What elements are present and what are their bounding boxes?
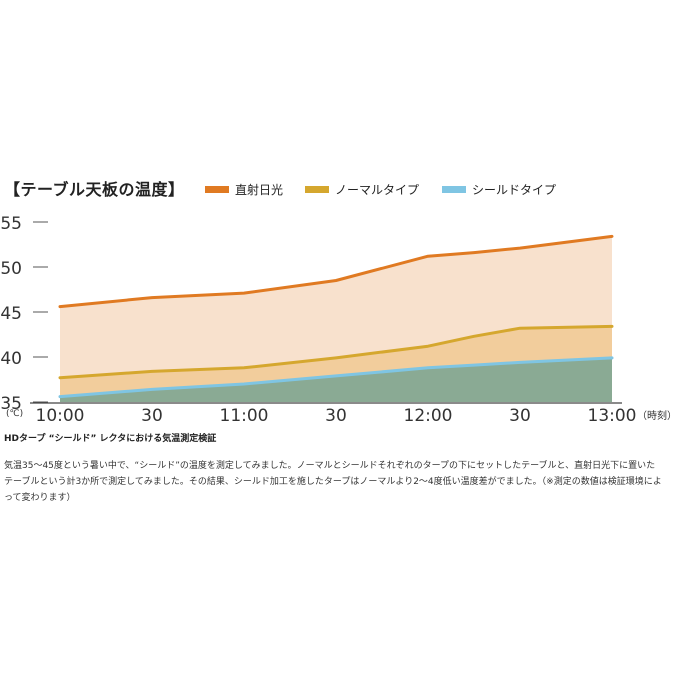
chart-description: 気温35～45度という暑い中で、“シールド”の温度を測定してみました。ノーマルと… <box>4 461 662 503</box>
x-tick-label-6: 13:00 <box>588 406 637 426</box>
x-tick-label-2: 11:00 <box>220 406 269 426</box>
y-tick-label-50: 50 <box>0 259 22 279</box>
y-tick-label-35: 35 <box>0 394 22 414</box>
area-fill-shield <box>60 357 612 402</box>
x-tick-label-1: 30 <box>141 406 163 426</box>
y-tick-label-55: 55 <box>0 214 22 234</box>
series-line-direct-sun <box>58 234 614 309</box>
legend-item-direct-sun: 直射日光 <box>205 181 283 198</box>
chart-title: 【テーブル天板の温度】 <box>4 180 185 199</box>
legend-item-shield: シールドタイプ <box>442 181 556 198</box>
area-fill-direct-sun <box>60 236 612 378</box>
chart-subtitle: HDタープ “シールド” レクタにおける気温測定検証 <box>4 434 217 444</box>
legend-label-shield: シールドタイプ <box>472 183 557 197</box>
legend-label-normal: ノーマルタイプ <box>335 183 420 197</box>
y-axis-unit: (℃) <box>6 409 23 419</box>
legend-item-normal: ノーマルタイプ <box>305 181 419 198</box>
series-line-shield <box>58 356 614 399</box>
x-tick-label-4: 12:00 <box>404 406 453 426</box>
y-tick-label-40: 40 <box>0 349 22 369</box>
legend-swatch-shield <box>442 186 466 193</box>
x-tick-label-5: 30 <box>509 406 531 426</box>
y-tick-label-45: 45 <box>0 304 22 324</box>
legend-swatch-direct-sun <box>205 186 229 193</box>
legend-label-direct-sun: 直射日光 <box>235 183 284 197</box>
x-axis-unit: （時刻） <box>637 409 677 422</box>
series-line-normal <box>58 324 614 380</box>
x-tick-label-0: 10:00 <box>36 406 85 426</box>
legend-swatch-normal <box>305 186 329 193</box>
x-tick-label-3: 30 <box>325 406 347 426</box>
area-fill-normal <box>60 326 612 397</box>
